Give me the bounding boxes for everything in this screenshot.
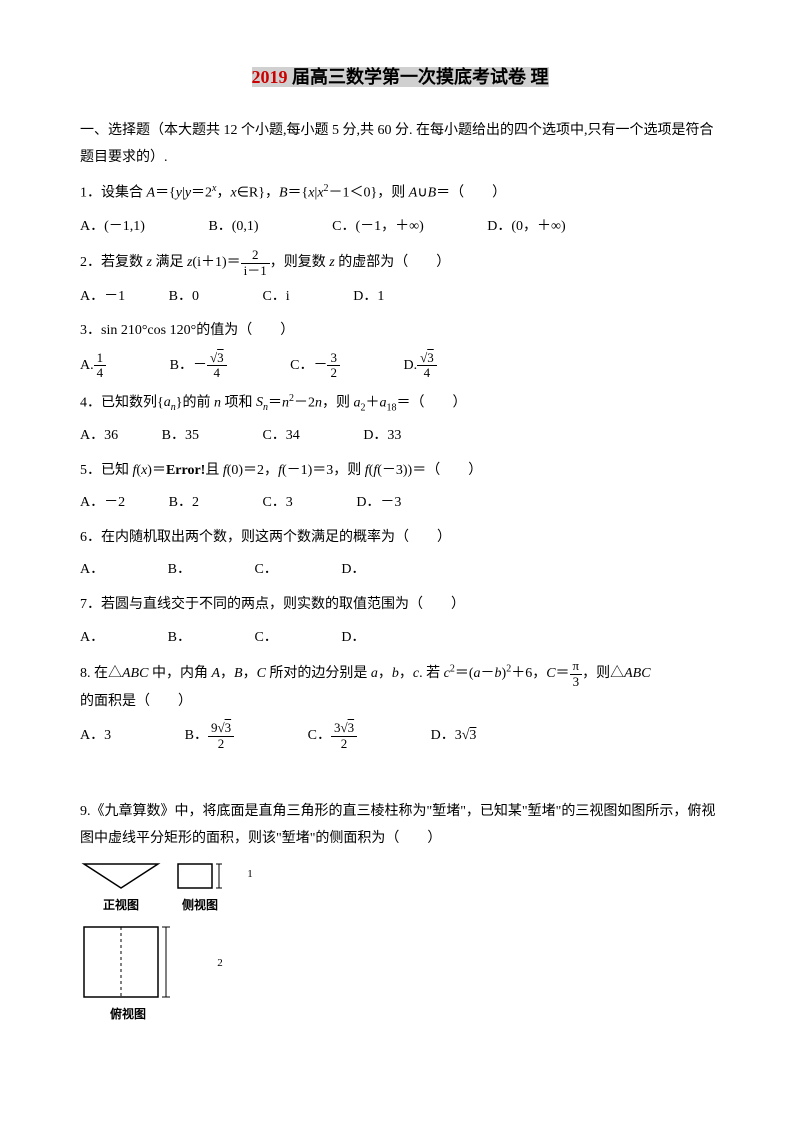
top-view-svg: [80, 923, 176, 1001]
question-3: 3．sin 210°cos 120°的值为（ ）: [80, 318, 720, 345]
q7-opt-d: D．: [341, 625, 365, 652]
q7-opt-c: C．: [254, 625, 277, 652]
q3-opt-a: A.14: [80, 351, 106, 381]
section-header: 一、选择题（本大题共 12 个小题,每小题 5 分,共 60 分. 在每小题给出…: [80, 118, 720, 171]
title-year: 2019: [252, 67, 288, 87]
q7-opt-a: A．: [80, 625, 104, 652]
q2-opt-d: D．1: [353, 284, 384, 311]
q4-opt-c: C．34: [262, 423, 299, 450]
question-6: 6．在内随机取出两个数，则这两个数满足的概率为（ ）: [80, 525, 720, 552]
question-7: 7．若圆与直线交于不同的两点，则实数的取值范围为（ ）: [80, 592, 720, 619]
spacer: [80, 759, 720, 799]
side-view-svg: [174, 860, 226, 892]
question-9: 9.《九章算数》中，将底面是直角三角形的直三棱柱称为"堑堵"，已知某"堑堵"的三…: [80, 799, 720, 852]
q1-opt-d: D．(0，＋∞): [487, 214, 565, 241]
q6-opt-c: C．: [254, 557, 277, 584]
q7-opt-b: B．: [168, 625, 191, 652]
q8-opt-b: B．9√32: [185, 721, 234, 751]
q5-options: A．－2 B．2 C．3 D．－3: [80, 490, 720, 517]
three-views-diagram: 正视图 1 侧视图 2 俯视图: [80, 860, 720, 1026]
q2-opt-b: B．0: [169, 284, 199, 311]
question-8: 8. 在△ABC 中，内角 A，B，C 所对的边分别是 a，b，c. 若 c2＝…: [80, 659, 720, 715]
q3-opt-b: B．－√34: [170, 351, 227, 381]
q3-opt-d: D.√34: [403, 351, 436, 381]
q6-opt-b: B．: [168, 557, 191, 584]
q1-opt-b: B．(0,1): [208, 214, 258, 241]
front-view-svg: [80, 860, 162, 892]
q8-options: A．3 B．9√32 C．3√32 D．3√3: [80, 721, 720, 751]
q4-opt-d: D．33: [363, 423, 401, 450]
q5-opt-a: A．－2: [80, 490, 125, 517]
q2-opt-c: C．i: [262, 284, 289, 311]
side-view: 1 侧视图: [174, 860, 226, 917]
q1-opt-a: A．(－1,1): [80, 214, 145, 241]
q6-opt-d: D．: [341, 557, 365, 584]
q4-opt-a: A．36: [80, 423, 118, 450]
question-5: 5．已知 f(x)＝Error!且 f(0)＝2，f(－1)＝3，则 f(f(－…: [80, 458, 720, 485]
q2-options: A．－1 B．0 C．i D．1: [80, 284, 720, 311]
question-2: 2．若复数 z 满足 z(i＋1)＝2i－1，则复数 z 的虚部为（ ）: [80, 248, 720, 278]
q4-options: A．36 B．35 C．34 D．33: [80, 423, 720, 450]
title-text: 届高三数学第一次摸底考试卷 理: [288, 67, 549, 87]
q1-options: A．(－1,1) B．(0,1) C．(－1，＋∞) D．(0，＋∞): [80, 214, 720, 241]
q5-opt-b: B．2: [169, 490, 199, 517]
top-view: 2 俯视图: [80, 923, 176, 1026]
q8-opt-d: D．3√3: [431, 723, 477, 750]
q8-opt-c: C．3√32: [308, 721, 357, 751]
page-title: 2019 届高三数学第一次摸底考试卷 理: [80, 60, 720, 94]
q3-opt-c: C．－32: [290, 351, 340, 381]
question-4: 4．已知数列{an}的前 n 项和 Sn＝n2－2n，则 a2＋a18＝（ ）: [80, 389, 720, 417]
q7-options: A． B． C． D．: [80, 625, 720, 652]
q2-fraction: 2i－1: [241, 248, 270, 278]
q3-options: A.14 B．－√34 C．－32 D.√34: [80, 351, 720, 381]
q6-opt-a: A．: [80, 557, 104, 584]
q5-opt-d: D．－3: [356, 490, 401, 517]
q8-opt-a: A．3: [80, 723, 111, 750]
question-1: 1．设集合 A＝{y|y＝2x，x∈R}，B＝{x|x2－1＜0}，则 A∪B＝…: [80, 179, 720, 207]
front-view: 正视图: [80, 860, 162, 917]
q1-opt-c: C．(－1，＋∞): [332, 214, 424, 241]
q5-opt-c: C．3: [262, 490, 292, 517]
q2-opt-a: A．－1: [80, 284, 125, 311]
q4-opt-b: B．35: [162, 423, 199, 450]
q6-options: A． B． C． D．: [80, 557, 720, 584]
